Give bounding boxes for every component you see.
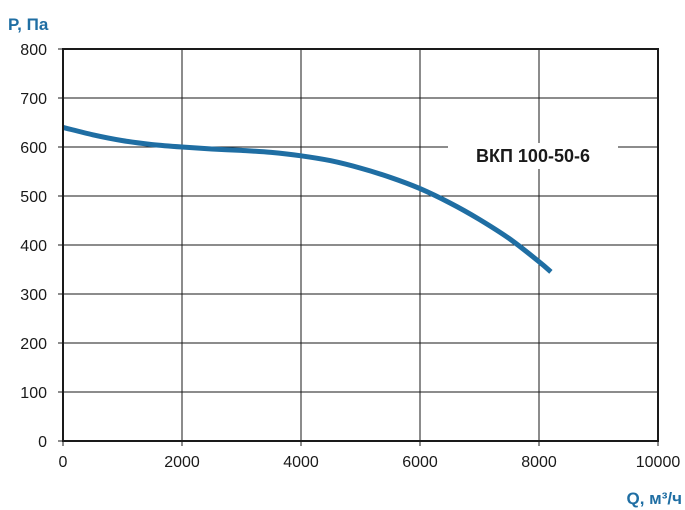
x-tick-label: 4000 — [283, 454, 319, 471]
y-tick-label: 200 — [20, 336, 47, 353]
y-tick-label: 100 — [20, 385, 47, 402]
tick-labels: 0 2000 4000 6000 8000 10000 0 100 200 300 400 500 60… — [20, 42, 680, 471]
y-tick-label: 600 — [20, 140, 47, 157]
series-label: ВКП 100-50-6 — [476, 146, 590, 166]
x-tick-label: 0 — [59, 454, 68, 471]
y-tick-label: 400 — [20, 238, 47, 255]
x-tick-label: 2000 — [164, 454, 200, 471]
x-tick-label: 10000 — [636, 454, 681, 471]
y-tick-label: 300 — [20, 287, 47, 304]
x-tick-label: 6000 — [402, 454, 438, 471]
y-tick-label: 0 — [38, 434, 47, 451]
y-axis-title: P, Па — [8, 15, 49, 34]
plot-frame — [62, 48, 659, 442]
x-tick-label: 8000 — [521, 454, 557, 471]
grid-lines — [58, 48, 659, 446]
y-tick-label: 500 — [20, 189, 47, 206]
series-line — [62, 124, 553, 274]
y-tick-label: 700 — [20, 91, 47, 108]
series-label-background — [448, 143, 618, 169]
y-tick-label: 800 — [20, 42, 47, 59]
series-layer: ВКП 100-50-6 — [62, 124, 618, 274]
x-axis-title: Q, м³/ч — [627, 489, 683, 508]
